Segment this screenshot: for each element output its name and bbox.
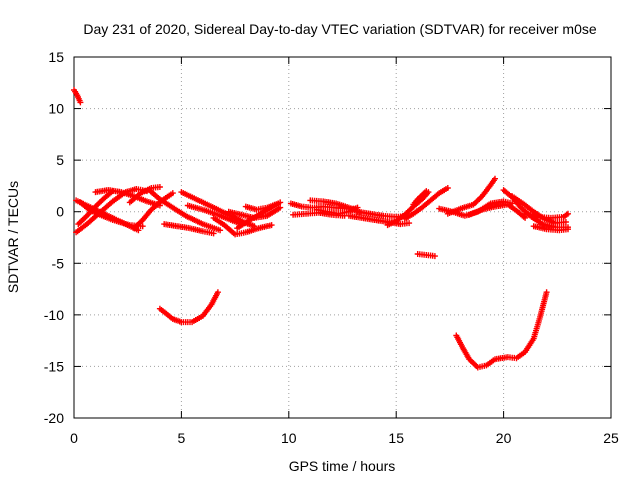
y-tick-label: 5 [56,152,64,168]
series-arc-9 [146,187,224,234]
point-markers [92,187,163,209]
point-markers [242,200,282,213]
point-markers [466,201,529,221]
series-arc-1 [71,87,84,106]
x-tick-label: 10 [281,430,297,446]
point-markers [184,202,245,228]
axis-ticks: 0 5 10 15 20 25 -20 -15 -10 -5 0 5 10 15 [44,49,619,446]
series-arc-26 [410,188,430,208]
series-arc-21 [313,204,361,217]
series-arc-8 [131,190,176,232]
grid [74,57,611,418]
point-markers [146,187,224,234]
point-markers [522,210,571,221]
y-tick-label: -15 [44,358,64,374]
y-tick-label: -10 [44,307,64,323]
series-arc-14 [210,214,275,238]
y-tick-label: -20 [44,410,64,426]
point-markers [313,204,361,217]
x-tick-label: 5 [178,430,186,446]
x-tick-label: 0 [70,430,78,446]
point-markers [75,188,116,228]
series-arc-31 [453,289,550,371]
x-axis-label: GPS time / hours [289,458,396,474]
series-arc-27 [414,251,438,260]
y-axis-label: SDTVAR / TECUs [5,181,21,293]
series-arc-34 [522,210,571,221]
series-arc-17 [242,200,282,213]
point-markers [414,251,438,260]
x-tick-label: 25 [603,430,619,446]
series-arc-12 [184,202,245,228]
point-markers [161,221,217,237]
series-arc-29 [444,175,498,217]
point-markers [401,185,451,222]
point-markers [444,175,498,217]
data-marks [71,87,571,371]
point-markers [410,188,430,208]
series-arc-4 [75,188,116,228]
y-tick-label: 0 [56,204,64,220]
series-arc-30 [466,201,529,221]
plot-frame [73,56,612,419]
series-arc-35 [530,223,571,234]
y-tick-label: -5 [52,255,65,271]
x-tick-label: 15 [388,430,404,446]
point-markers [530,223,571,234]
chart-title: Day 231 of 2020, Sidereal Day-to-day VTE… [83,21,596,37]
point-markers [71,87,84,106]
series-arc-6 [92,187,163,209]
point-markers [453,289,550,371]
y-tick-label: 10 [48,101,64,117]
series-arc-13 [156,289,221,326]
y-tick-label: 15 [48,49,64,65]
series-arc-25 [401,185,451,222]
point-markers [131,190,176,232]
x-tick-label: 20 [496,430,512,446]
point-markers [210,214,275,238]
point-markers [156,289,221,326]
series-arc-10 [161,221,217,237]
